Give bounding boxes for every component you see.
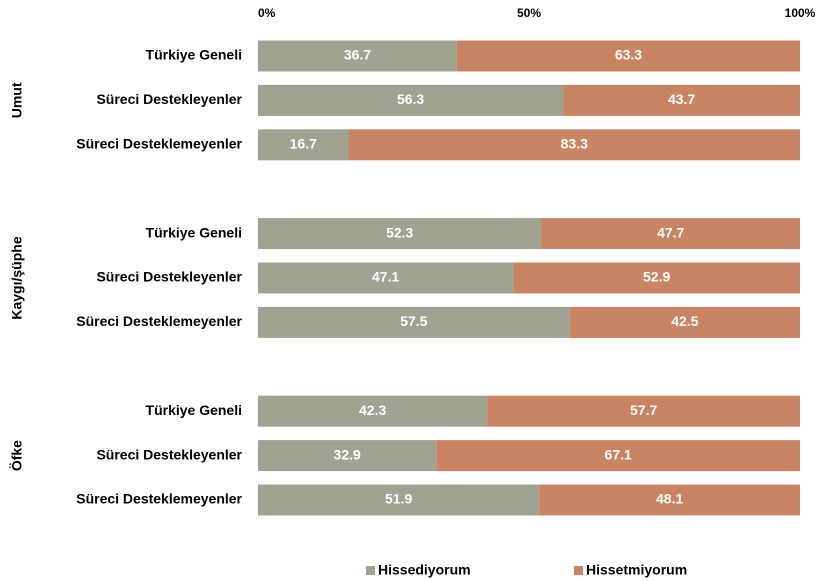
category-label: Süreci Destekleyenler	[96, 91, 242, 107]
bar-segment	[436, 440, 800, 472]
value-label: 42.5	[671, 313, 698, 329]
bar-segment	[258, 440, 437, 472]
value-label: 83.3	[561, 136, 588, 152]
bar-segment	[563, 84, 800, 116]
value-label: 36.7	[344, 47, 371, 63]
value-label: 52.3	[386, 224, 413, 240]
category-label: Türkiye Geneli	[146, 402, 242, 418]
value-label: 16.7	[290, 136, 317, 152]
value-label: 51.9	[385, 491, 412, 507]
value-label: 47.7	[657, 224, 684, 240]
group-label: Öfke	[9, 440, 25, 471]
value-label: 67.1	[605, 446, 632, 462]
value-label: 57.7	[630, 402, 657, 418]
category-label: Süreci Desteklemeyenler	[76, 491, 242, 507]
legend-label: Hissediyorum	[378, 562, 471, 578]
bar-segment	[258, 84, 564, 116]
category-label: Süreci Desteklemeyenler	[76, 136, 242, 152]
x-tick-label: 50%	[517, 6, 541, 20]
category-label: Türkiye Geneli	[146, 224, 242, 240]
bar-segment	[487, 395, 800, 427]
value-label: 63.3	[615, 47, 642, 63]
x-tick-label: 100%	[785, 6, 816, 20]
value-label: 32.9	[334, 446, 361, 462]
bar-segment	[258, 395, 488, 427]
group-label: Kaygı/şüphe	[9, 236, 25, 319]
bar-segment	[258, 484, 540, 516]
category-label: Türkiye Geneli	[146, 47, 242, 63]
category-label: Süreci Destekleyenler	[96, 446, 242, 462]
bar-segment	[513, 262, 800, 294]
bar-segment	[456, 40, 800, 72]
value-label: 56.3	[397, 91, 424, 107]
legend-swatch	[366, 566, 375, 575]
value-label: 48.1	[656, 491, 683, 507]
bar-segment	[539, 484, 800, 516]
group-label: Umut	[9, 82, 25, 118]
legend-swatch	[574, 566, 583, 575]
legend-label: Hissetmiyorum	[586, 562, 687, 578]
bar-segment	[541, 218, 800, 250]
bar-segment	[258, 218, 542, 250]
value-label: 52.9	[643, 269, 670, 285]
bar-segment	[569, 306, 800, 338]
value-label: 47.1	[372, 269, 399, 285]
category-label: Süreci Destekleyenler	[96, 269, 242, 285]
bar-segment	[348, 129, 800, 161]
value-label: 42.3	[359, 402, 386, 418]
bar-segment	[258, 262, 514, 294]
category-label: Süreci Desteklemeyenler	[76, 313, 242, 329]
bar-segment	[258, 129, 349, 161]
value-label: 57.5	[400, 313, 427, 329]
bar-segment	[258, 40, 457, 72]
bar-segment	[258, 306, 570, 338]
x-tick-label: 0%	[258, 6, 276, 20]
value-label: 43.7	[668, 91, 695, 107]
